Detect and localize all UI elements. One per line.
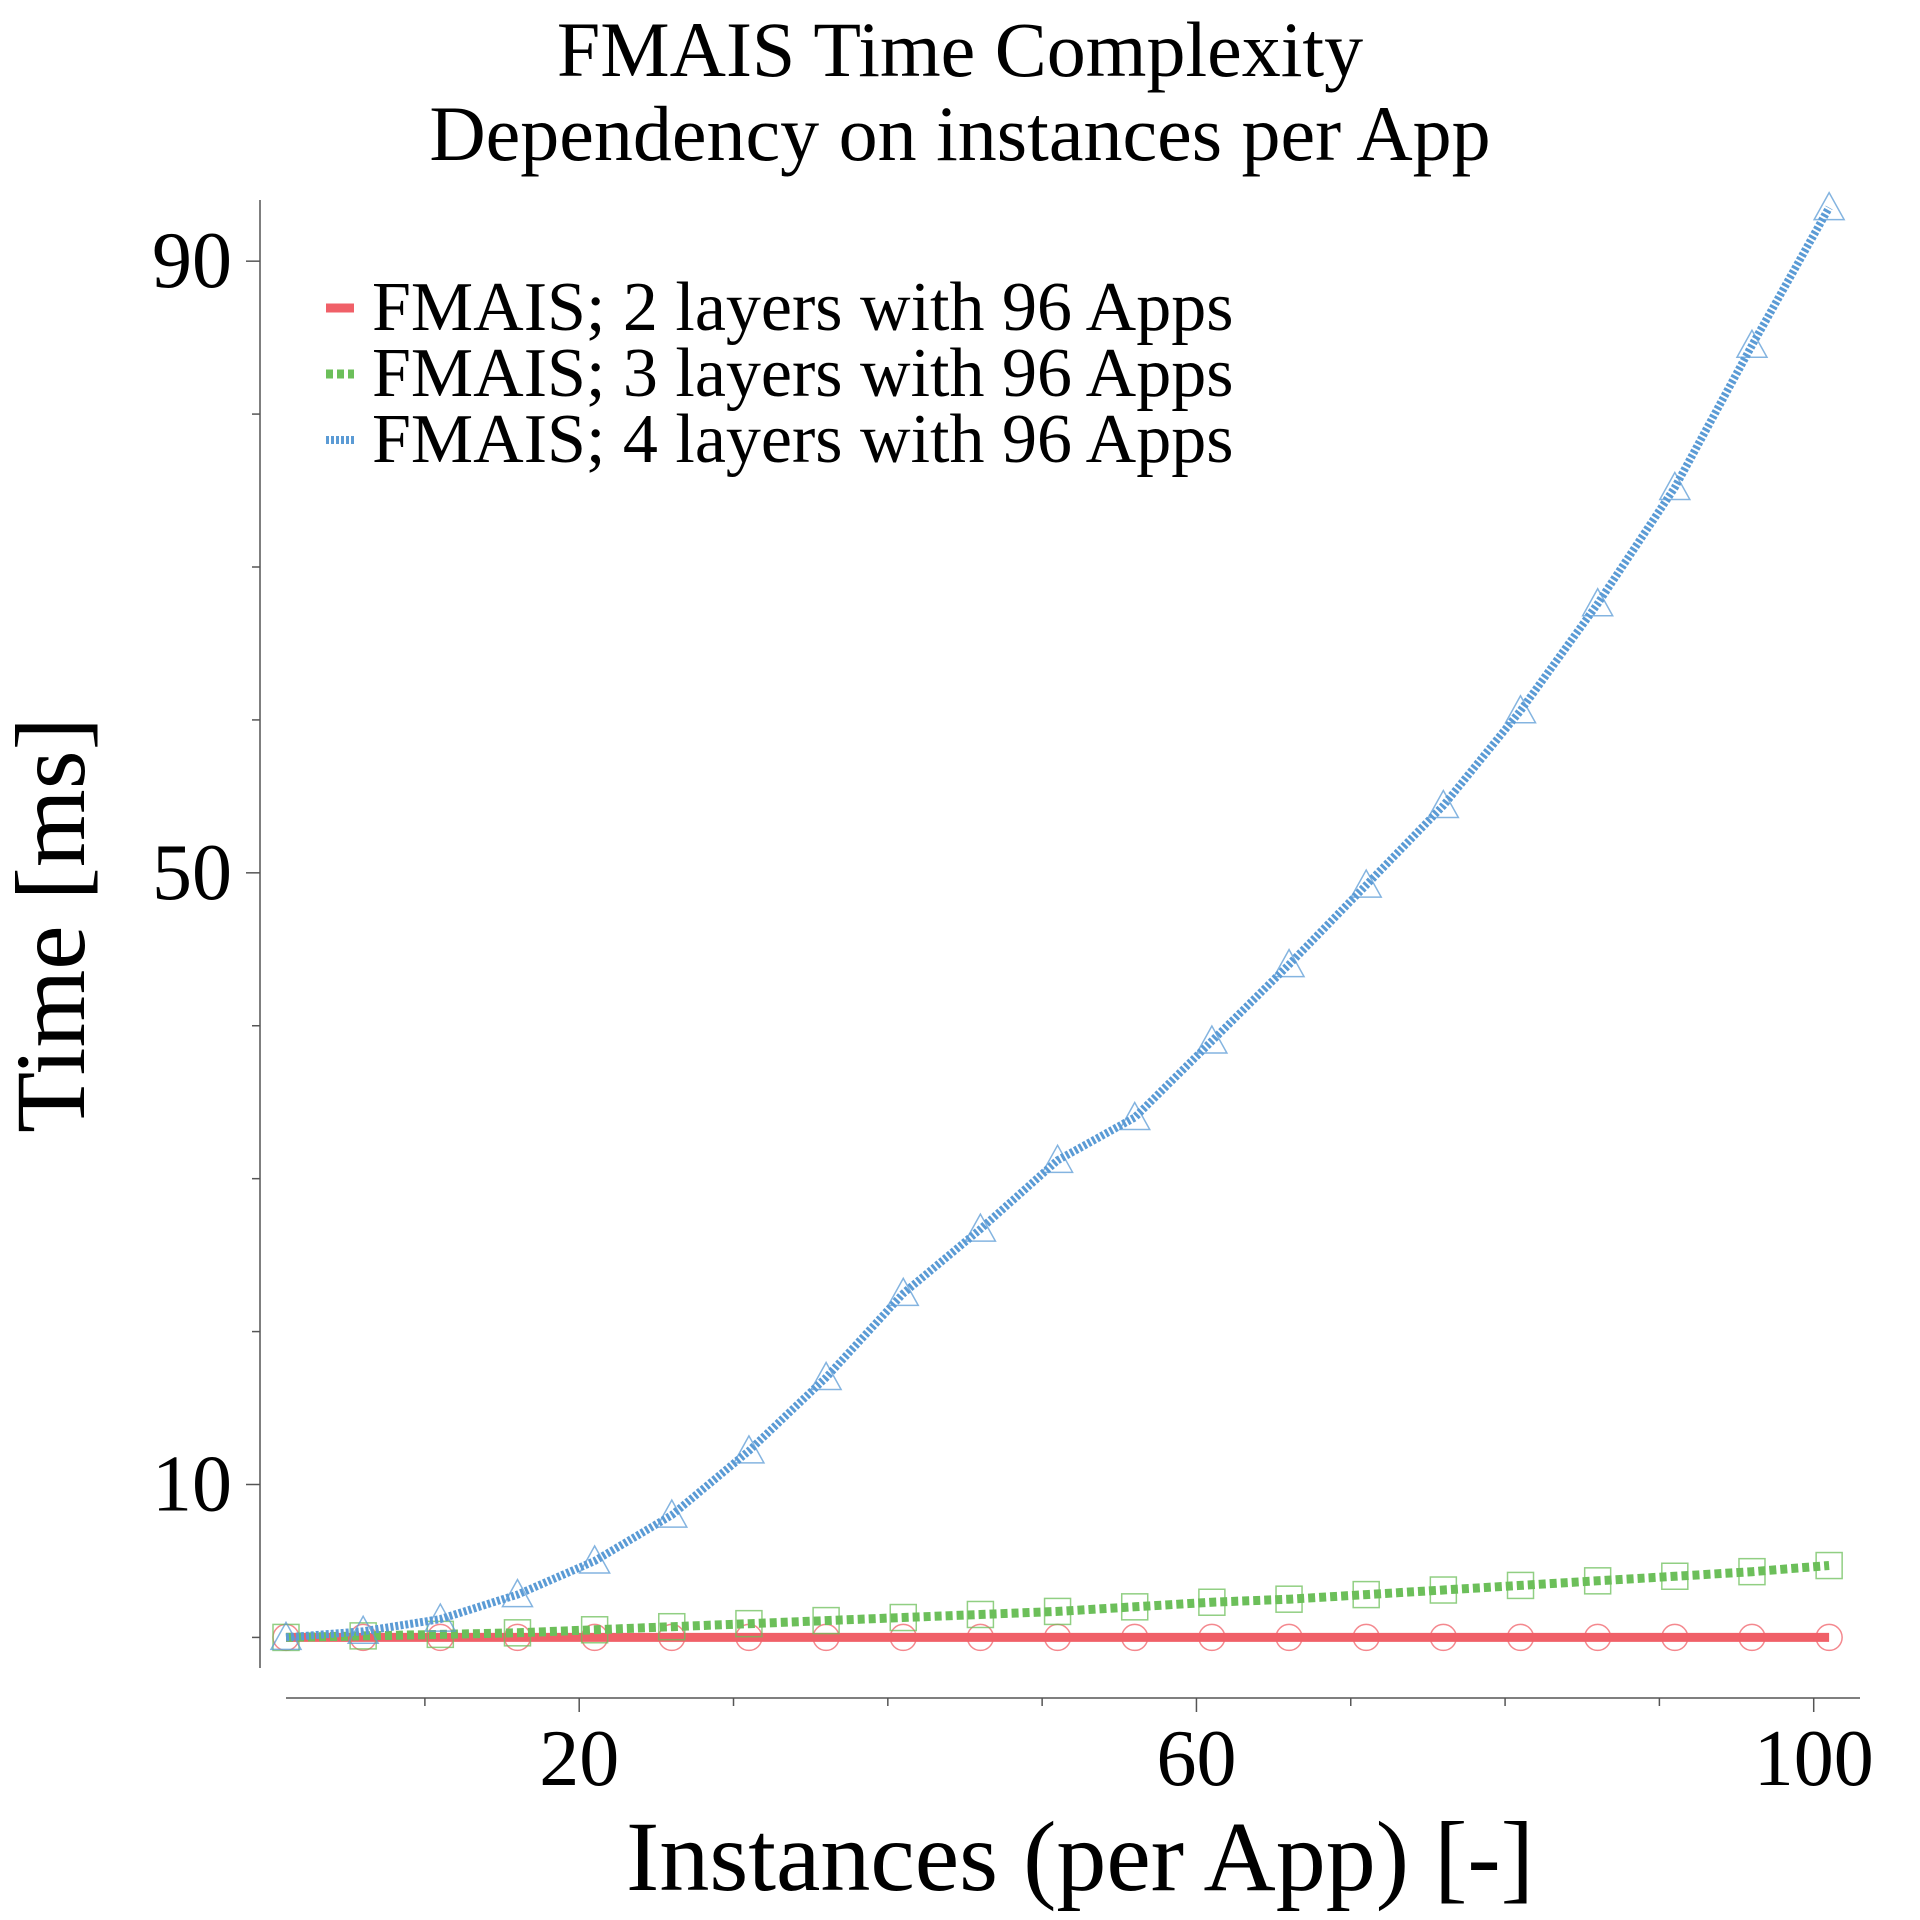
series-3-layers [272,1551,1843,1652]
data-point-triangle [1118,1100,1152,1131]
data-point-triangle [1735,328,1769,359]
tick-labels: 20 60 100 10 50 90 [152,217,1874,1803]
data-point-triangle [1658,470,1692,501]
chart-subtitle: Dependency on instances per App [429,90,1490,177]
y-tick-label: 10 [152,1441,232,1529]
data-point-triangle [1427,789,1460,819]
legend-item: FMAIS; 4 layers with 96 Apps [326,401,1233,478]
series-line [285,1561,1830,1642]
legend-label: FMAIS; 4 layers with 96 Apps [372,401,1233,478]
data-point-triangle [732,1434,766,1464]
data-point-square [1120,1593,1149,1621]
x-tick-label: 60 [1156,1715,1236,1803]
y-tick-label: 50 [152,829,232,917]
data-point-triangle [1041,1143,1074,1174]
data-point-square [658,1612,686,1641]
data-point-triangle [1195,1024,1229,1054]
chart-title: FMAIS Time Complexity [557,6,1363,93]
x-tick-label: 20 [539,1715,619,1803]
axes [259,200,1860,1699]
data-point-square [1661,1562,1689,1590]
x-axis-label: Instances (per App) [-] [626,1801,1534,1912]
series-layer [269,191,1846,1652]
data-point-square [1738,1557,1766,1586]
legend-item: FMAIS; 2 layers with 96 Apps [326,269,1233,346]
data-point-circle [1506,1623,1535,1652]
data-point-square [580,1616,609,1644]
data-point-triangle [1504,694,1537,724]
series-line [285,205,1833,1642]
data-point-square [349,1622,377,1650]
data-point-circle [1661,1623,1689,1652]
data-point-square [735,1609,763,1638]
legend-label: FMAIS; 2 layers with 96 Apps [372,269,1233,346]
y-axis-label: Time [ms] [0,717,106,1133]
data-point-square [1583,1567,1612,1595]
ticks [246,260,1815,1712]
data-point-circle [1275,1623,1303,1652]
legend-label: FMAIS; 3 layers with 96 Apps [372,335,1233,412]
data-point-square [1506,1571,1535,1600]
data-point-triangle [1272,948,1306,978]
data-point-circle [1352,1623,1380,1652]
data-point-square [966,1600,995,1629]
data-point-circle [1120,1623,1149,1652]
data-point-triangle [809,1360,843,1391]
data-point-triangle [501,1578,534,1608]
data-point-circle [1583,1623,1612,1652]
data-point-square [503,1619,532,1647]
data-point-square [889,1603,918,1632]
data-point-circle [889,1623,918,1652]
data-point-triangle [655,1498,689,1528]
data-point-circle [1429,1623,1458,1652]
series-4-layers [269,191,1846,1651]
data-point-square [1043,1597,1072,1626]
data-point-circle [1815,1623,1843,1652]
data-point-square [812,1606,840,1635]
data-point-square [1275,1585,1303,1613]
data-point-circle [966,1623,995,1652]
data-point-triangle [1581,587,1614,617]
x-tick-label: 100 [1754,1715,1874,1803]
data-point-square [1352,1580,1380,1609]
data-point-triangle [578,1544,611,1574]
data-point-triangle [886,1276,920,1307]
data-point-triangle [1812,191,1846,221]
data-point-square [1429,1576,1458,1604]
data-point-circle [1738,1623,1766,1652]
data-point-triangle [424,1602,457,1632]
legend-item: FMAIS; 3 layers with 96 Apps [326,335,1233,412]
data-point-triangle [269,1620,303,1651]
data-point-triangle [346,1614,380,1645]
data-point-circle [1198,1623,1226,1652]
data-point-square [1198,1588,1226,1616]
data-point-triangle [1349,868,1383,898]
y-tick-label: 90 [152,217,232,305]
data-point-triangle [964,1212,997,1242]
data-point-square [1815,1551,1843,1580]
